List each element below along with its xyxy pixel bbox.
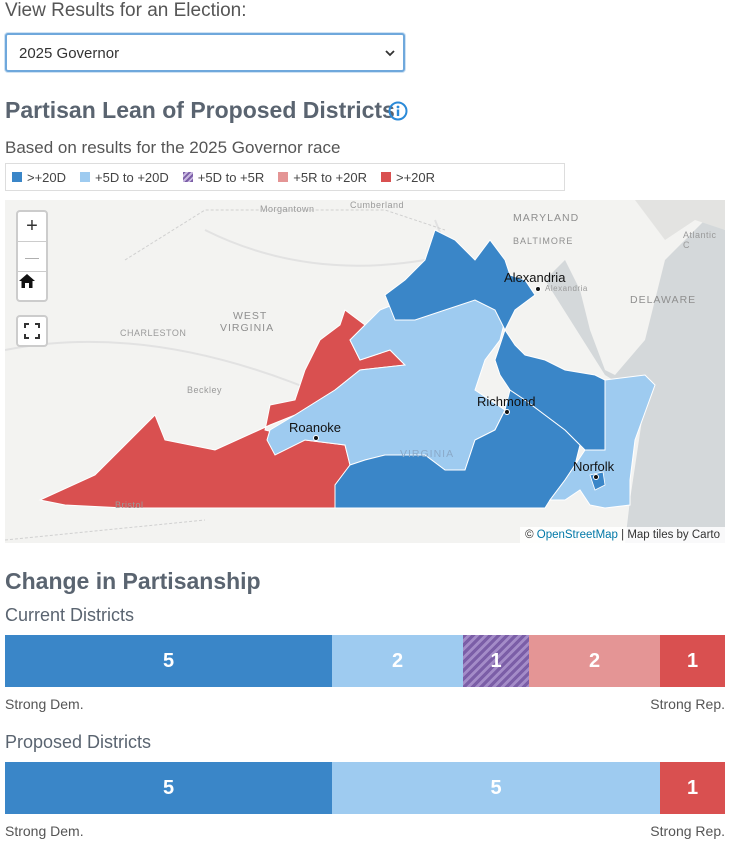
strong-dem-label: Strong Dem. bbox=[5, 696, 84, 712]
legend-item: +5R to +20R bbox=[278, 170, 367, 185]
legend-swatch bbox=[80, 172, 91, 182]
legend-item: +5D to +5R bbox=[182, 169, 265, 185]
map-label: Atlantic C bbox=[683, 230, 717, 250]
map-subtitle: Based on results for the 2025 Governor r… bbox=[5, 138, 341, 157]
bar-segment: 1 bbox=[660, 762, 725, 814]
zoom-divider bbox=[18, 271, 46, 272]
bar-segment: 5 bbox=[5, 762, 332, 814]
legend-item: >+20D bbox=[12, 170, 66, 185]
bar-segment: 2 bbox=[332, 635, 463, 687]
city-marker bbox=[313, 435, 319, 441]
map-legend: >+20D +5D to +20D +5D to +5R +5R to +20R… bbox=[5, 163, 565, 191]
district-map[interactable]: Morgantown Cumberland MARYLAND BALTIMORE… bbox=[5, 200, 725, 543]
city-label-roanoke: Roanoke bbox=[289, 420, 342, 435]
info-icon[interactable] bbox=[388, 101, 408, 121]
legend-swatch bbox=[380, 172, 391, 182]
bar-segment: 5 bbox=[332, 762, 660, 814]
legend-item: +5D to +20D bbox=[80, 170, 169, 185]
map-label: Morgantown bbox=[260, 204, 315, 214]
zoom-out-button[interactable]: — bbox=[25, 248, 39, 265]
map-attribution: © OpenStreetMap | Map tiles by Carto bbox=[520, 527, 725, 543]
change-title: Change in Partisanship bbox=[5, 568, 261, 594]
map-canvas bbox=[5, 200, 725, 543]
zoom-in-button[interactable]: + bbox=[26, 215, 38, 237]
strong-dem-label: Strong Dem. bbox=[5, 823, 84, 839]
legend-swatch bbox=[278, 172, 289, 182]
home-icon bbox=[19, 274, 35, 288]
city-label-alexandria: Alexandria bbox=[504, 270, 566, 285]
map-label: BALTIMORE bbox=[513, 236, 574, 246]
openstreetmap-link[interactable]: OpenStreetMap bbox=[536, 529, 618, 541]
legend-label: >+20D bbox=[27, 169, 67, 185]
page-title: Partisan Lean of Proposed Districts bbox=[5, 97, 395, 123]
map-label: Cumberland bbox=[350, 200, 405, 210]
current-districts-bar: 5 2 1 2 1 bbox=[5, 635, 725, 687]
city-label-norfolk: Norfolk bbox=[573, 459, 615, 474]
fullscreen-button[interactable] bbox=[16, 315, 48, 347]
legend-label: +5D to +20D bbox=[95, 169, 169, 185]
bar-segment: 5 bbox=[5, 635, 332, 687]
map-label: VIRGINIA bbox=[400, 448, 455, 460]
legend-label: >+20R bbox=[395, 169, 436, 185]
map-label: Bristol bbox=[115, 500, 144, 510]
legend-item: >+20R bbox=[380, 169, 436, 185]
legend-label: +5R to +20R bbox=[293, 169, 367, 185]
bar-segment: 2 bbox=[529, 635, 660, 687]
attribution-prefix: © bbox=[525, 529, 534, 541]
attribution-suffix: | Map tiles by Carto bbox=[621, 529, 720, 541]
election-select[interactable]: 2025 Governor bbox=[5, 33, 405, 72]
legend-label: +5D to +5R bbox=[197, 169, 265, 185]
election-select-value: 2025 Governor bbox=[19, 45, 120, 62]
strong-rep-label: Strong Rep. bbox=[650, 696, 725, 712]
map-label: WEST bbox=[233, 310, 268, 322]
fullscreen-icon bbox=[24, 323, 40, 339]
city-marker bbox=[504, 409, 510, 415]
strong-rep-label: Strong Rep. bbox=[650, 823, 725, 839]
city-marker bbox=[535, 286, 541, 292]
chevron-down-icon bbox=[385, 50, 395, 57]
map-label: VIRGINIA bbox=[220, 322, 275, 334]
map-label: Alexandria bbox=[545, 284, 588, 293]
legend-swatch bbox=[182, 172, 193, 182]
map-label: CHARLESTON bbox=[120, 328, 187, 338]
map-label: Beckley bbox=[187, 385, 223, 395]
bar-segment: 1 bbox=[660, 635, 725, 687]
proposed-districts-label: Proposed Districts bbox=[5, 732, 152, 752]
bar-segment: 1 bbox=[463, 635, 529, 687]
city-label-richmond: Richmond bbox=[477, 394, 536, 409]
zoom-divider bbox=[18, 241, 46, 242]
city-marker bbox=[593, 474, 599, 480]
map-label: MARYLAND bbox=[513, 212, 580, 224]
election-selector-label: View Results for an Election: bbox=[5, 0, 247, 21]
legend-swatch bbox=[12, 172, 22, 182]
current-districts-label: Current Districts bbox=[5, 605, 135, 625]
map-label: DELAWARE bbox=[630, 294, 697, 306]
home-button[interactable] bbox=[18, 272, 46, 301]
proposed-districts-bar: 5 5 1 bbox=[5, 762, 725, 814]
zoom-controls: + — bbox=[16, 210, 48, 302]
